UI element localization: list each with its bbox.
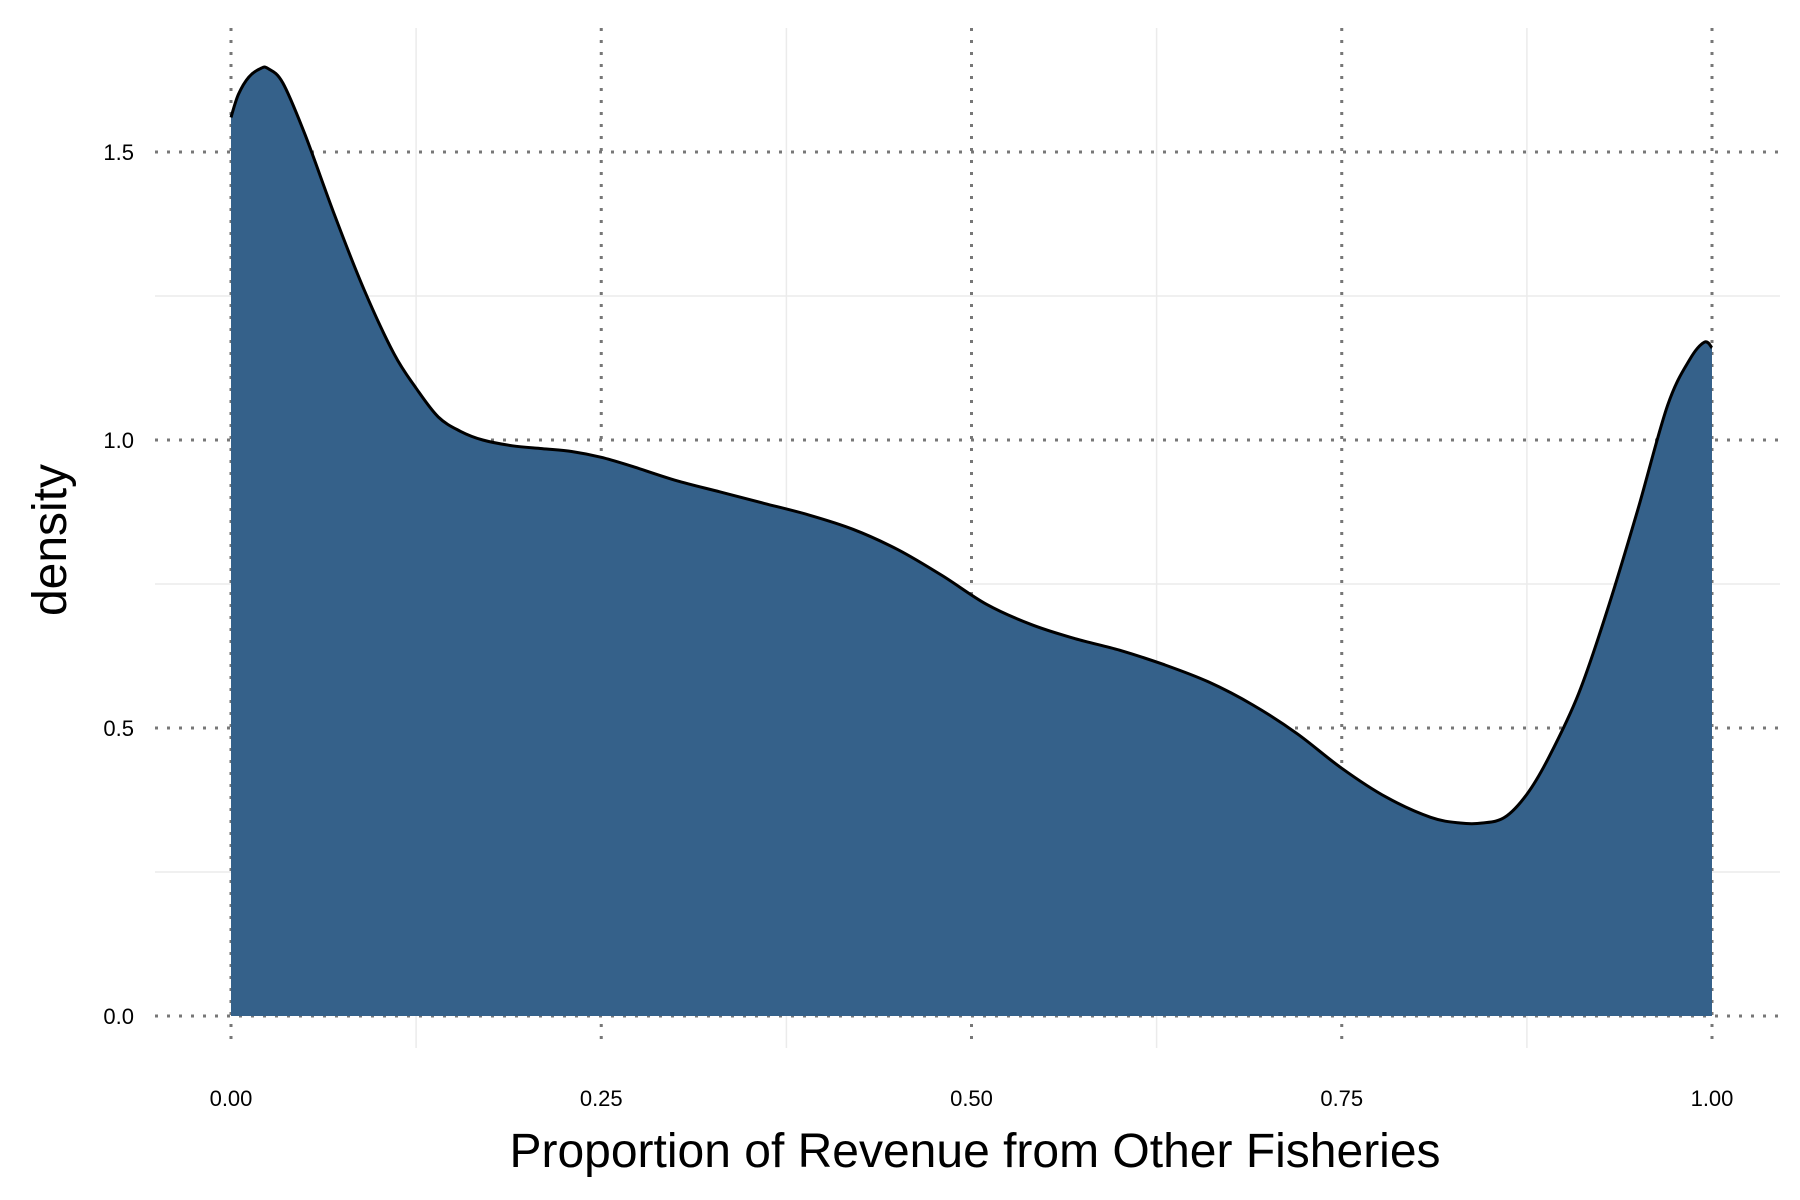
x-tick-label: 0.50 [950,1086,993,1111]
y-tick-label: 0.0 [103,1004,134,1029]
x-tick-label: 0.00 [210,1086,253,1111]
y-tick-label: 1.0 [103,428,134,453]
y-tick-label: 0.5 [103,716,134,741]
y-tick-labels: 0.0 0.5 1.0 1.5 [103,140,134,1029]
x-tick-label: 0.25 [580,1086,623,1111]
density-area [231,67,1712,1017]
y-axis-title: density [24,464,77,616]
x-axis-title: Proportion of Revenue from Other Fisheri… [509,1125,1440,1178]
x-tick-label: 0.75 [1320,1086,1363,1111]
x-tick-label: 1.00 [1691,1086,1734,1111]
density-line [229,65,1714,826]
y-tick-label: 1.5 [103,140,134,165]
x-tick-labels: 0.00 0.25 0.50 0.75 1.00 [210,1086,1734,1111]
